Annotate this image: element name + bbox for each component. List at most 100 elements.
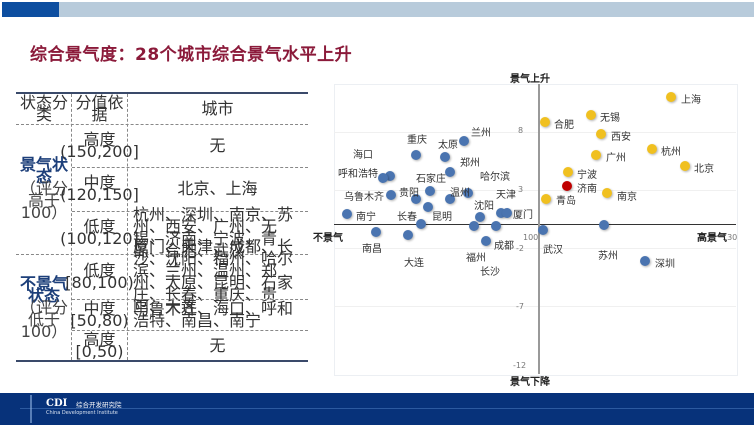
y-axis-bottom-label: 景气下降	[510, 377, 550, 388]
state-note: （评分高于100）	[19, 179, 68, 222]
level-label: 高度	[83, 329, 116, 349]
cities-cell: 厦门、天津、成都、长沙、沈阳、福州、哈尔滨、兰州、温州、郑州、太原、昆明、石家庄…	[133, 237, 294, 316]
point-label: 昆明	[432, 212, 452, 223]
point-label: 石家庄	[416, 174, 446, 185]
range-label: [0,50)	[75, 341, 124, 361]
x-axis-right-label: 高景气	[697, 233, 727, 244]
data-point-guangzhou	[591, 150, 601, 160]
point-label: 大连	[404, 258, 424, 269]
point-label: 沈阳	[474, 201, 494, 212]
row-divider	[72, 330, 308, 331]
data-point-wuhan	[538, 225, 548, 235]
point-label: 长沙	[480, 267, 500, 278]
point-label: 南昌	[362, 244, 382, 255]
point-label: 宁波	[577, 170, 597, 181]
data-point-nanjing	[602, 188, 612, 198]
table-top-rule	[16, 92, 308, 94]
org-name-cn: 综合开发研究院	[76, 401, 122, 409]
footer-decoration	[30, 395, 32, 423]
header-bar	[59, 2, 754, 17]
cities-cell: 北京、上海	[177, 179, 258, 198]
data-point-nanchang	[371, 227, 381, 237]
level-label: 中度	[83, 299, 116, 318]
range-label: (100,120]	[60, 229, 139, 248]
point-label: 无锡	[600, 113, 620, 124]
range-label: [80,100)	[65, 273, 134, 292]
data-point-lanzhou	[459, 136, 469, 146]
data-point-nanning	[342, 209, 352, 219]
data-point-xian	[596, 129, 606, 139]
row-divider	[72, 299, 308, 300]
x-tick: 100	[523, 233, 539, 242]
cities-cell: 乌鲁木齐、海口、呼和浩特、南昌、南宁	[133, 299, 294, 330]
point-label: 重庆	[407, 135, 427, 146]
data-point-tianjin	[496, 208, 506, 218]
footer-bar	[0, 393, 754, 425]
data-point-haikou	[385, 171, 395, 181]
cdi-logo: CDI	[46, 398, 68, 409]
state-prosperous: 景气状态 （评分高于100）	[16, 125, 72, 253]
point-label: 呼和浩特	[338, 169, 378, 180]
x-axis	[334, 224, 736, 225]
y-tick: 3	[518, 185, 524, 194]
header-bar-accent	[2, 2, 59, 17]
column-divider	[127, 94, 128, 360]
point-label: 南京	[617, 192, 637, 203]
state-not-prosperous: 不景气状态 （评分低于100）	[16, 255, 72, 360]
point-label: 天津	[496, 190, 516, 201]
column-divider	[71, 94, 72, 360]
table-header-range: 分值依据	[75, 93, 124, 124]
point-label: 上海	[681, 95, 701, 106]
level-label: 低度	[83, 217, 116, 236]
range-label: (120,150]	[60, 185, 139, 204]
point-label: 成都	[494, 241, 514, 252]
data-point-shijiazhuang	[425, 186, 435, 196]
data-point-changchun	[416, 219, 426, 229]
data-point-qingdao	[541, 194, 551, 204]
y-tick: -7	[516, 302, 524, 311]
data-point-changsha	[481, 236, 491, 246]
data-point-guiyang	[411, 194, 421, 204]
point-label: 西安	[611, 132, 631, 143]
range-cell: 高度 (150,200]	[60, 125, 139, 167]
point-label: 广州	[606, 153, 626, 164]
y-tick: 8	[518, 126, 524, 135]
data-point-hohhot	[378, 173, 388, 183]
data-point-ningbo	[563, 167, 573, 177]
point-label: 北京	[694, 164, 714, 175]
point-label: 南宁	[356, 212, 376, 223]
data-point-shenzhen	[640, 256, 650, 266]
point-label: 哈尔滨	[480, 172, 510, 183]
gridline	[334, 132, 736, 133]
data-point-wuxi	[586, 110, 596, 120]
point-label: 乌鲁木齐	[344, 192, 384, 203]
data-point-urumqi	[386, 190, 396, 200]
point-label: 兰州	[471, 128, 491, 139]
row-divider	[16, 124, 308, 125]
chart-plot-area	[334, 84, 738, 376]
data-point-zhengzhou	[445, 167, 455, 177]
range-cell: 中度 (120,150]	[60, 168, 139, 210]
gridline	[334, 306, 736, 307]
data-point-chengdu	[491, 221, 501, 231]
gridline	[334, 248, 736, 249]
point-label: 太原	[438, 140, 458, 151]
point-label: 贵阳	[399, 188, 419, 199]
data-point-hefei	[540, 117, 550, 127]
range-label: (150,200]	[60, 142, 139, 161]
range-label: [50,80)	[70, 311, 129, 330]
point-label: 郑州	[460, 158, 480, 169]
gridline	[334, 190, 736, 191]
cities-cell: 无	[209, 136, 226, 155]
point-label: 福州	[466, 253, 486, 264]
point-label: 济南	[577, 184, 597, 195]
point-label: 厦门	[513, 210, 533, 221]
range-cell: 中度 [50,80)	[70, 299, 129, 330]
point-label: 苏州	[598, 251, 618, 262]
data-point-taiyuan	[440, 152, 450, 162]
x-tick: 130	[722, 233, 738, 242]
footer-divider	[20, 408, 754, 409]
data-point-dalian	[403, 230, 413, 240]
row-divider	[72, 211, 308, 212]
data-point-harbin	[463, 188, 473, 198]
